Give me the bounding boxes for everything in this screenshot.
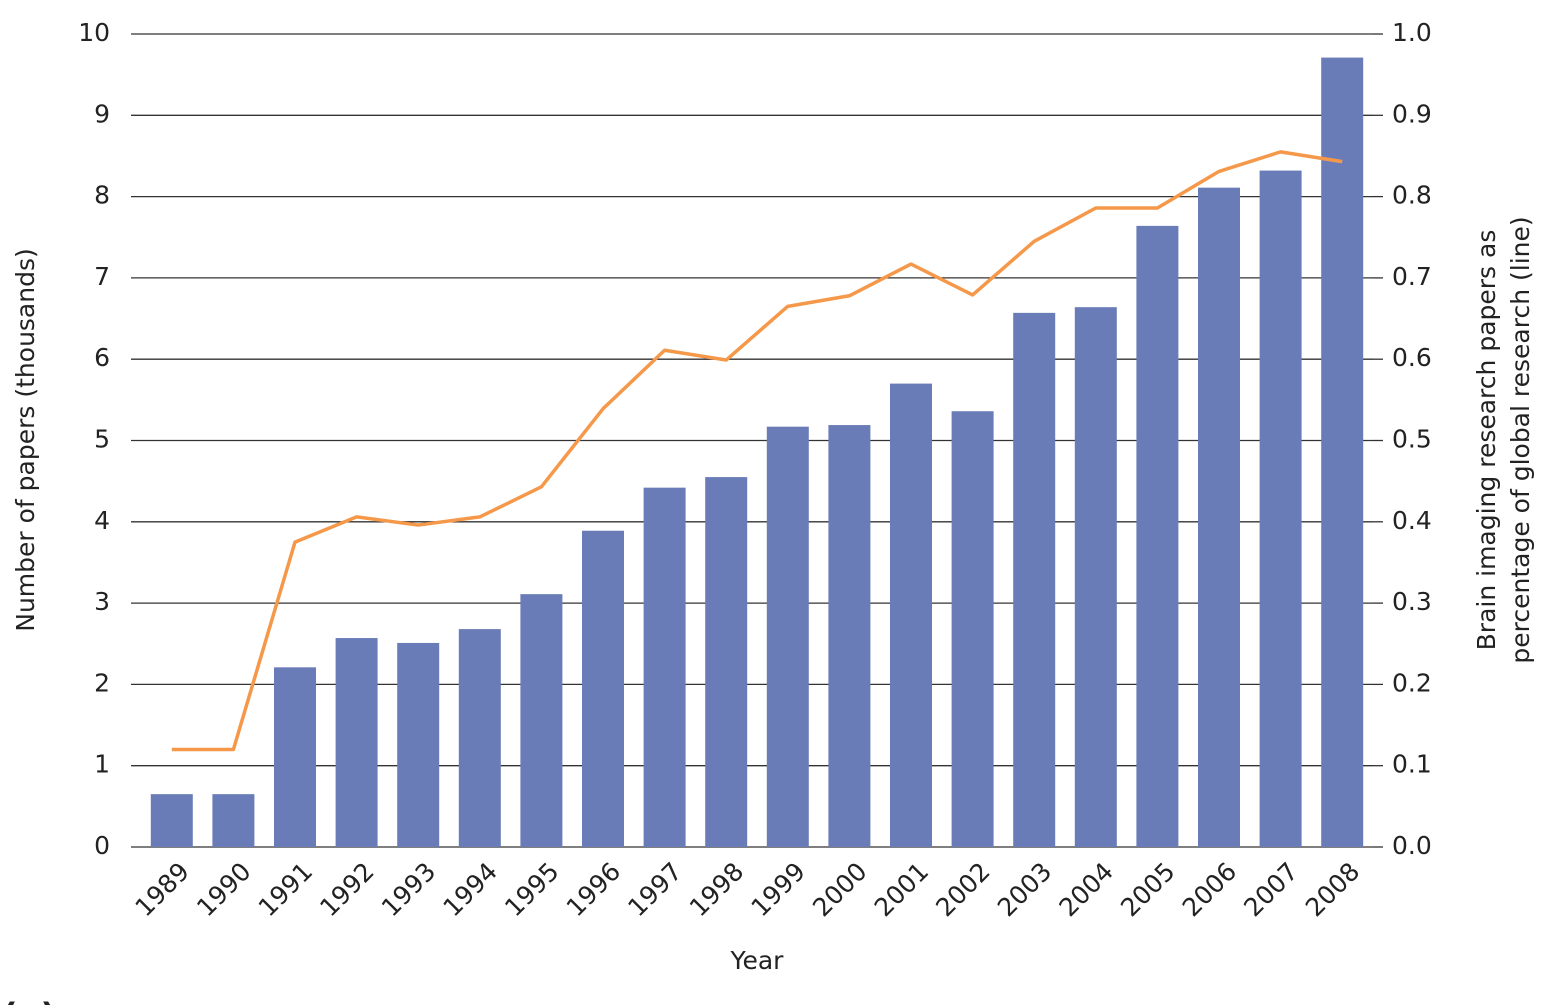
y-tick-label: 1: [94, 750, 110, 779]
x-tick-label: 2003: [992, 857, 1057, 922]
y2-tick-label: 0.6: [1392, 343, 1432, 372]
y2-axis-title: Brain imaging research papers as: [1472, 230, 1501, 651]
bar: [951, 411, 994, 847]
bar: [212, 794, 255, 847]
bar: [582, 530, 624, 847]
y2-axis-title: percentage of global research (line): [1506, 216, 1535, 663]
bar: [335, 638, 378, 847]
y2-tick-label: 0.1: [1392, 750, 1432, 779]
y2-tick-label: 0.9: [1392, 99, 1432, 128]
y2-tick-label: 0.5: [1392, 425, 1432, 454]
x-tick-label: 1993: [376, 857, 441, 922]
y2-tick-label: 0.3: [1392, 587, 1432, 616]
x-tick-label: 1994: [437, 857, 502, 922]
bar: [1259, 170, 1302, 848]
bar: [458, 629, 501, 847]
x-tick-label: 1995: [499, 857, 564, 922]
bar: [705, 477, 748, 847]
bar: [643, 487, 686, 847]
bar: [1074, 307, 1117, 848]
bar: [274, 667, 316, 847]
x-tick-label: 1989: [129, 857, 194, 922]
y-tick-label: 3: [94, 587, 110, 616]
x-tick-label: 1998: [684, 857, 749, 922]
bar: [520, 594, 563, 847]
x-tick-label: 2007: [1238, 857, 1303, 922]
x-tick-label: 2006: [1177, 857, 1242, 922]
x-axis-title: Year: [730, 946, 785, 975]
x-tick-label: 2001: [869, 857, 934, 922]
bar: [766, 426, 809, 847]
y-tick-label: 10: [78, 18, 110, 47]
x-tick-label: 2005: [1115, 857, 1180, 922]
y-axis-title: Number of papers (thousands): [11, 248, 40, 631]
bar: [1136, 225, 1179, 848]
x-tick-label: 2008: [1300, 857, 1365, 922]
bar: [1198, 187, 1240, 848]
x-tick-label: 1991: [253, 857, 318, 922]
y2-tick-label: 0.4: [1392, 506, 1432, 535]
x-tick-label: 1997: [622, 857, 687, 922]
y2-tick-label: 0.8: [1392, 181, 1432, 210]
y2-tick-label: 1.0: [1392, 18, 1432, 47]
bar: [1321, 57, 1364, 847]
x-tick-label: 1992: [314, 857, 379, 922]
y2-tick-label: 0.0: [1392, 831, 1432, 860]
line: [171, 150, 1343, 752]
x-tick-label: 1990: [191, 857, 256, 922]
bar: [150, 794, 193, 847]
bar: [397, 642, 440, 847]
y2-tick-label: 0.7: [1392, 262, 1432, 291]
x-tick-label: 2000: [807, 857, 872, 922]
y-tick-label: 4: [94, 506, 110, 535]
y-tick-label: 8: [94, 181, 110, 210]
y-tick-label: 9: [94, 99, 110, 128]
bar: [828, 425, 871, 847]
x-tick-label: 2002: [930, 857, 995, 922]
x-tick-label: 1999: [745, 857, 810, 922]
y-tick-label: 6: [94, 343, 110, 372]
bar: [1013, 312, 1056, 847]
y-tick-label: 7: [94, 262, 110, 291]
y-tick-label: 2: [94, 668, 110, 697]
panel-label: (a): [2, 997, 56, 1005]
x-tick-label: 2004: [1053, 857, 1118, 922]
bar: [890, 383, 932, 847]
y2-tick-label: 0.2: [1392, 668, 1432, 697]
y-tick-label: 0: [94, 831, 110, 860]
x-tick-label: 1996: [561, 857, 626, 922]
y-tick-label: 5: [94, 425, 110, 454]
